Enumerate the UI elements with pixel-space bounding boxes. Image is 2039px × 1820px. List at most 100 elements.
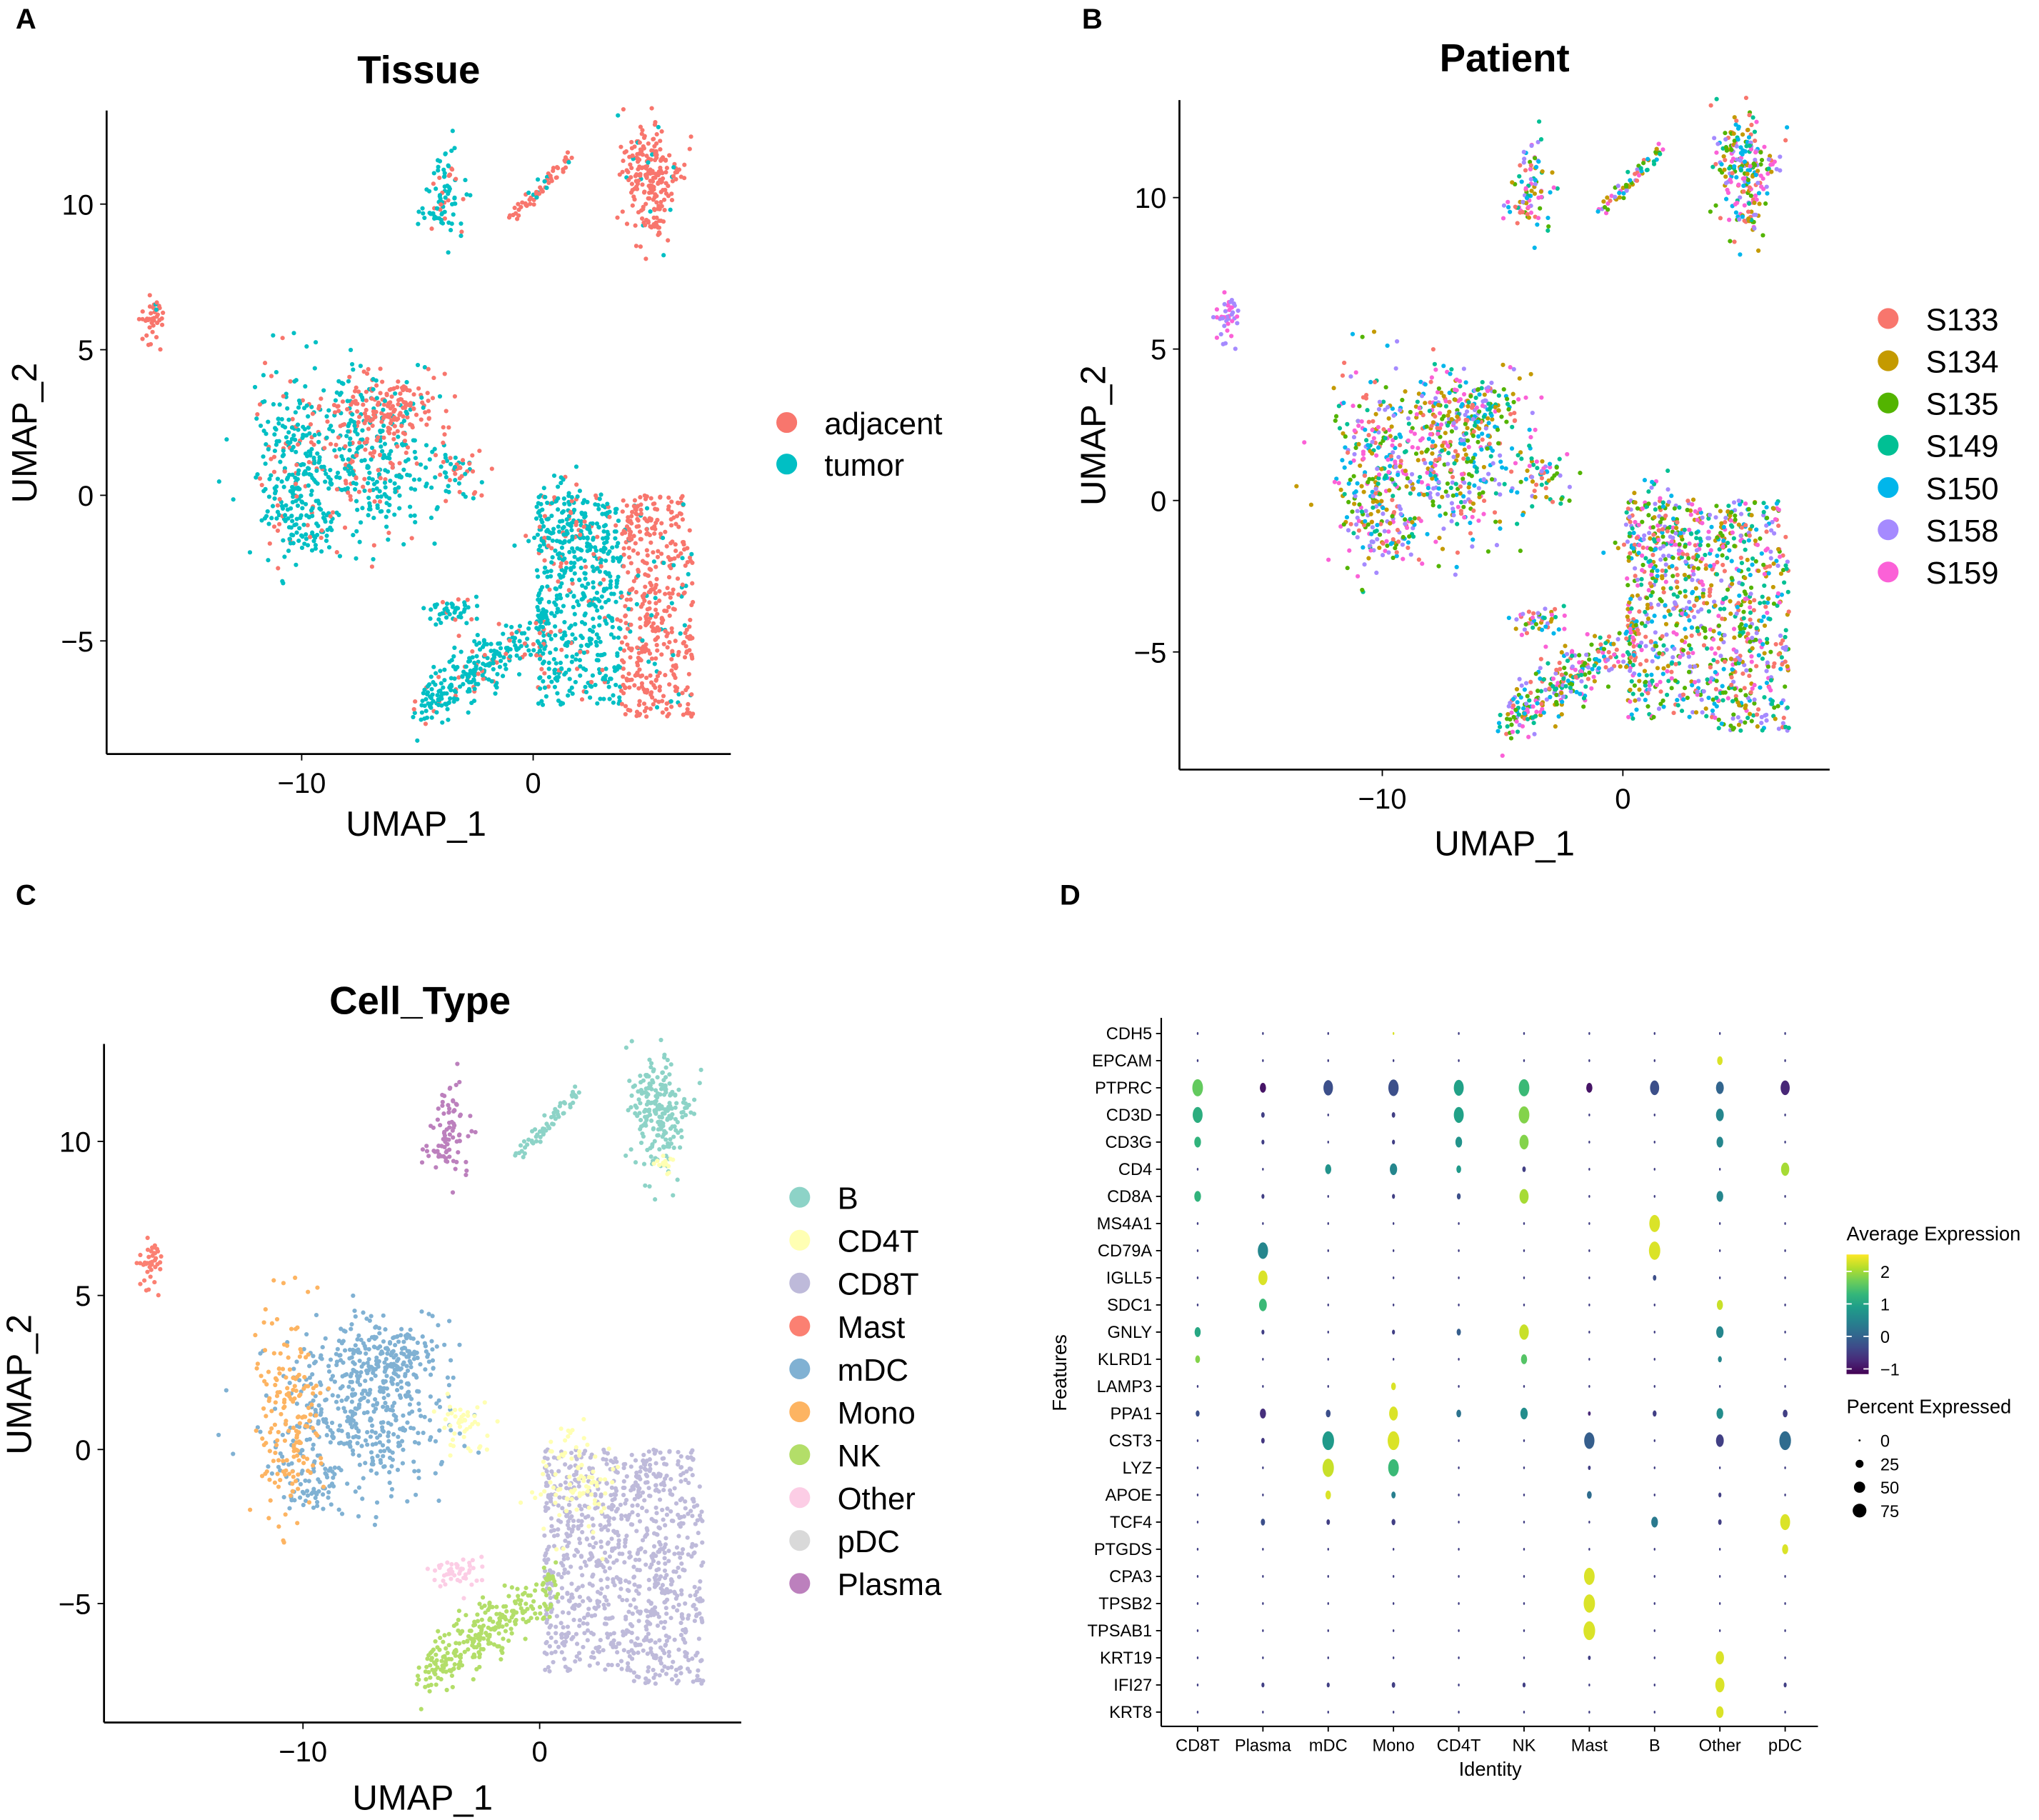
umap-point	[1628, 669, 1633, 674]
umap-point	[558, 564, 563, 569]
umap-point	[1669, 676, 1674, 681]
umap-point	[1218, 331, 1223, 337]
umap-point	[1649, 572, 1654, 577]
umap-point	[1403, 449, 1408, 454]
umap-point	[582, 519, 587, 524]
umap-point	[647, 533, 652, 538]
umap-point	[614, 584, 619, 589]
umap-point	[442, 216, 447, 221]
umap-point	[1366, 522, 1371, 527]
umap-point	[1520, 209, 1526, 215]
umap-point	[541, 524, 546, 529]
umap-point	[1523, 201, 1529, 206]
umap-point	[280, 579, 285, 584]
umap-point	[1680, 638, 1685, 643]
umap-point	[1713, 515, 1718, 520]
umap-point	[1549, 616, 1554, 621]
umap-point	[1447, 399, 1452, 404]
umap-point	[383, 485, 388, 490]
umap-point	[545, 569, 550, 574]
umap-point	[1416, 446, 1421, 451]
umap-point	[374, 396, 379, 401]
umap-point	[156, 304, 161, 309]
umap-point	[533, 516, 539, 521]
umap-point	[1758, 162, 1763, 167]
umap-point	[638, 536, 643, 541]
umap-point	[1642, 533, 1647, 538]
umap-point	[568, 624, 573, 629]
umap-point	[295, 476, 300, 481]
umap-point	[591, 569, 596, 574]
umap-point	[582, 613, 587, 618]
umap-point	[643, 646, 648, 651]
umap-point	[327, 426, 332, 431]
umap-point	[375, 494, 380, 499]
umap-point	[424, 709, 429, 714]
umap-point	[463, 494, 468, 499]
umap-point	[575, 546, 580, 551]
umap-point	[542, 514, 548, 519]
umap-point	[602, 541, 607, 546]
umap-point	[1714, 504, 1719, 509]
umap-point	[1783, 138, 1788, 143]
umap-point	[673, 542, 678, 547]
umap-point	[1443, 404, 1448, 409]
umap-point	[651, 184, 656, 189]
umap-point	[1650, 525, 1655, 530]
umap-point	[543, 613, 548, 618]
umap-point	[1418, 410, 1423, 415]
umap-point	[638, 646, 644, 651]
umap-point	[623, 621, 628, 626]
umap-point	[1736, 522, 1741, 527]
umap-point	[608, 632, 614, 637]
umap-point	[266, 446, 271, 452]
umap-point	[1398, 434, 1403, 439]
umap-point	[259, 518, 264, 523]
umap-point	[578, 649, 583, 654]
umap-point	[377, 452, 383, 458]
umap-point	[518, 204, 523, 210]
umap-point	[571, 594, 576, 599]
umap-point	[427, 211, 432, 216]
umap-point	[573, 621, 578, 627]
umap-point	[628, 655, 633, 660]
umap-point	[1381, 511, 1386, 516]
umap-point	[1694, 597, 1699, 602]
umap-point	[1723, 595, 1728, 600]
umap-point	[1672, 600, 1678, 605]
x-tick-label: −10	[277, 768, 326, 799]
umap-point	[149, 311, 154, 316]
umap-point	[673, 675, 678, 681]
umap-point	[385, 469, 391, 474]
umap-point	[1651, 161, 1657, 166]
umap-point	[436, 164, 441, 169]
umap-point	[1705, 646, 1710, 651]
umap-point	[262, 361, 268, 366]
umap-point	[294, 462, 299, 467]
umap-point	[1428, 461, 1433, 466]
umap-point	[501, 655, 506, 660]
umap-point	[1762, 571, 1767, 576]
umap-point	[537, 631, 542, 636]
umap-point	[543, 694, 549, 699]
umap-point	[1380, 553, 1386, 558]
umap-point	[632, 498, 638, 503]
umap-point	[304, 454, 310, 459]
umap-point	[1429, 375, 1434, 380]
umap-point	[615, 653, 620, 659]
umap-point	[369, 564, 375, 569]
umap-point	[1755, 724, 1760, 729]
umap-point	[1731, 500, 1737, 505]
umap-point	[640, 152, 645, 157]
umap-point	[676, 592, 681, 597]
umap-point	[1732, 544, 1737, 549]
umap-point	[545, 574, 550, 579]
umap-point	[1344, 515, 1350, 520]
umap-point	[569, 521, 574, 526]
umap-point	[422, 365, 427, 370]
umap-point	[154, 314, 159, 319]
umap-point	[446, 198, 451, 203]
umap-point	[1533, 177, 1538, 183]
umap-point	[582, 621, 588, 626]
umap-point	[1388, 464, 1393, 469]
